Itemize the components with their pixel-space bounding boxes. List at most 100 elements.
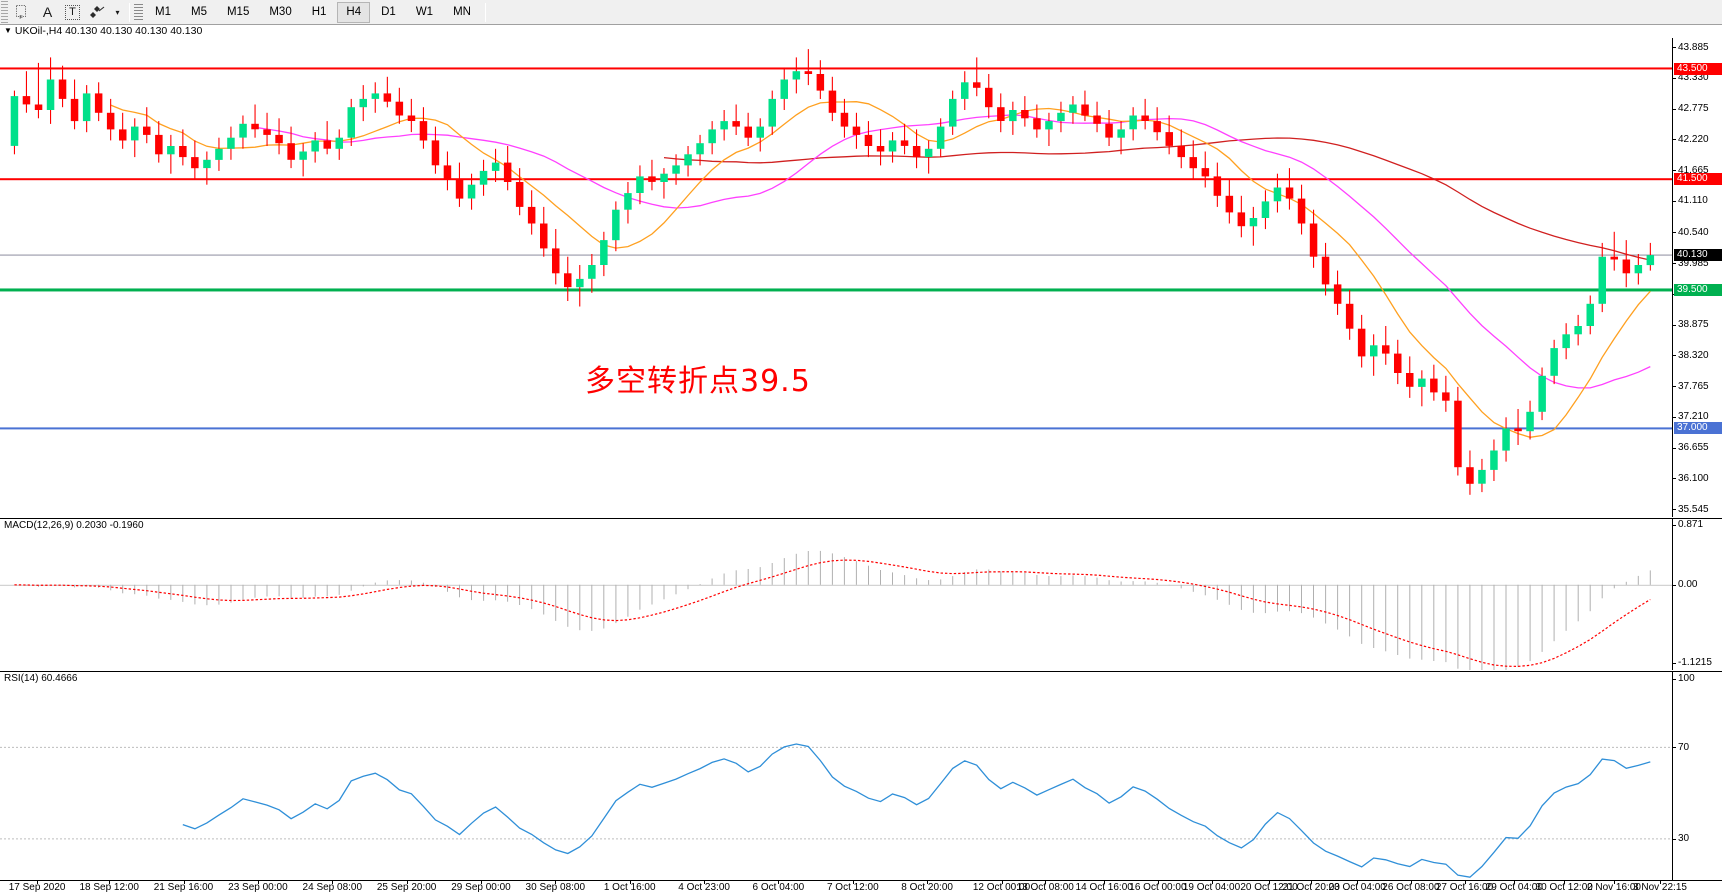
candle-body [287, 143, 295, 160]
time-tick-mark [1211, 881, 1213, 884]
candle-body [335, 137, 343, 149]
macd-histogram-bar [795, 553, 797, 585]
time-label-18: 20 Oct 12:00 [1240, 882, 1298, 893]
macd-zero-line [0, 584, 1672, 586]
macd-histogram-bar [916, 578, 918, 585]
candle-wick [266, 112, 268, 146]
price-level-39.5 [0, 288, 1672, 292]
macd-histogram-bar [242, 584, 244, 600]
price-tick-label-43.330: 43.330 [1678, 72, 1709, 84]
shapes-tool-button[interactable] [86, 2, 109, 23]
toolbar-grip[interactable] [1, 1, 8, 23]
text-label-tool-button[interactable]: T [61, 2, 84, 23]
candle-body [612, 209, 620, 241]
price-tick-label-41.665: 41.665 [1678, 164, 1709, 176]
price-tick-label-36.655: 36.655 [1678, 442, 1709, 453]
macd-histogram-bar [687, 584, 689, 590]
candle-body [251, 123, 259, 130]
macd-histogram-bar [663, 584, 665, 600]
macd-histogram-bar [278, 584, 280, 597]
macd-histogram-bar [1036, 575, 1038, 585]
candle-body [816, 74, 825, 91]
macd-histogram-bar [819, 550, 821, 585]
timeframe-m30[interactable]: M30 [260, 2, 300, 23]
macd-histogram-bar [230, 584, 232, 603]
timeframe-m15[interactable]: M15 [218, 2, 258, 23]
price-tick-mark [1673, 386, 1676, 387]
candle-wick [1421, 370, 1423, 407]
candle-body [756, 126, 764, 138]
macd-histogram-bar [747, 569, 749, 585]
macd-tick-mark [1673, 662, 1676, 664]
macd-panel: MACD(12,26,9) 0.2030 -0.1960 0.871 0.00 -1… [0, 518, 1722, 670]
time-label-8: 1 Oct 16:00 [603, 882, 656, 893]
candle-body [876, 146, 885, 152]
time-tick-mark [183, 881, 185, 884]
price-level-43.5 [0, 67, 1672, 70]
macd-histogram-bar [1325, 584, 1327, 624]
timeframe-m1[interactable]: M1 [146, 2, 180, 23]
time-axis[interactable]: 17 Sep 2020 18 Sep 12:00 21 Sep 16:00 23 Se… [0, 880, 1722, 894]
chart-menu-caret-icon[interactable]: ▼ [4, 26, 12, 35]
macd-histogram-bar [422, 582, 424, 585]
macd-histogram-bar [1132, 581, 1134, 585]
candle-body [924, 148, 933, 158]
price-tick-label-42.775: 42.775 [1678, 103, 1709, 115]
time-label-9: 4 Oct 23:00 [678, 882, 730, 893]
candle-body [1009, 110, 1017, 122]
candle-body [1201, 168, 1210, 177]
timeframe-m5[interactable]: M5 [182, 2, 216, 23]
candle-body [371, 93, 380, 99]
macd-histogram-bar [1409, 584, 1411, 659]
macd-histogram-bar [964, 572, 966, 585]
macd-histogram-bar [807, 551, 809, 585]
candle-body [1129, 115, 1137, 130]
macd-tick-mark [1673, 524, 1676, 526]
macd-histogram-bar [1192, 584, 1194, 592]
text-tool-button[interactable]: A [36, 2, 59, 23]
time-tick-mark [332, 881, 334, 884]
macd-histogram-bar [892, 572, 893, 585]
macd-histogram-bar [1072, 575, 1074, 585]
timeframe-d1[interactable]: D1 [372, 2, 405, 23]
candle-body [792, 71, 801, 80]
time-tick-mark [1045, 881, 1047, 884]
macd-histogram-bar [1601, 584, 1603, 599]
macd-tick-mark [1673, 584, 1676, 586]
candle-body [1297, 198, 1306, 224]
timeframe-w1-label: W1 [415, 6, 434, 18]
crosshair-tool-button[interactable]: F [11, 2, 34, 23]
price-scale[interactable]: 43.885 43.330 42.775 42.220 41.665 41.110 40.5… [1672, 38, 1722, 517]
support-tag-39500: 39.500 [1674, 284, 1722, 296]
macd-histogram-bar [855, 561, 857, 585]
timeframe-w1[interactable]: W1 [407, 2, 442, 23]
price-tick-mark [1673, 263, 1676, 265]
macd-histogram-bar [555, 584, 557, 621]
macd-plot-area[interactable]: MACD(12,26,9) 0.2030 -0.1960 [0, 519, 1672, 670]
symbol-header-bar: ▼ UKOil-,H4 40.130 40.130 40.130 40.130 [0, 25, 1722, 38]
macd-histogram-bar [759, 567, 761, 585]
macd-histogram-bar [579, 584, 581, 631]
timeframe-grip[interactable] [134, 3, 143, 21]
timeframe-h1[interactable]: H1 [303, 2, 336, 23]
candle-body [455, 179, 464, 199]
shapes-dropdown-button[interactable]: ▾ [111, 2, 124, 23]
macd-histogram-bar [1613, 584, 1615, 589]
candle-body [732, 121, 740, 127]
macd-histogram-bar [1012, 571, 1014, 585]
candle-body [768, 98, 776, 127]
candle-body [1574, 326, 1582, 335]
timeframe-mn[interactable]: MN [444, 2, 480, 23]
candle-body [155, 134, 163, 155]
candle-body [1357, 328, 1366, 357]
timeframe-h4[interactable]: H4 [337, 1, 371, 23]
candle-body [1069, 104, 1077, 113]
shapes-icon [89, 6, 104, 18]
rsi-tick-mark [1673, 838, 1676, 840]
candle-body [576, 278, 584, 288]
candle-body [479, 170, 488, 185]
macd-histogram-bar [1204, 584, 1206, 596]
price-plot-area[interactable]: 多空转折点39.5 [0, 38, 1672, 517]
rsi-plot-area[interactable]: RSI(14) 60.4666 [0, 672, 1672, 880]
time-tick-mark [1514, 881, 1516, 884]
